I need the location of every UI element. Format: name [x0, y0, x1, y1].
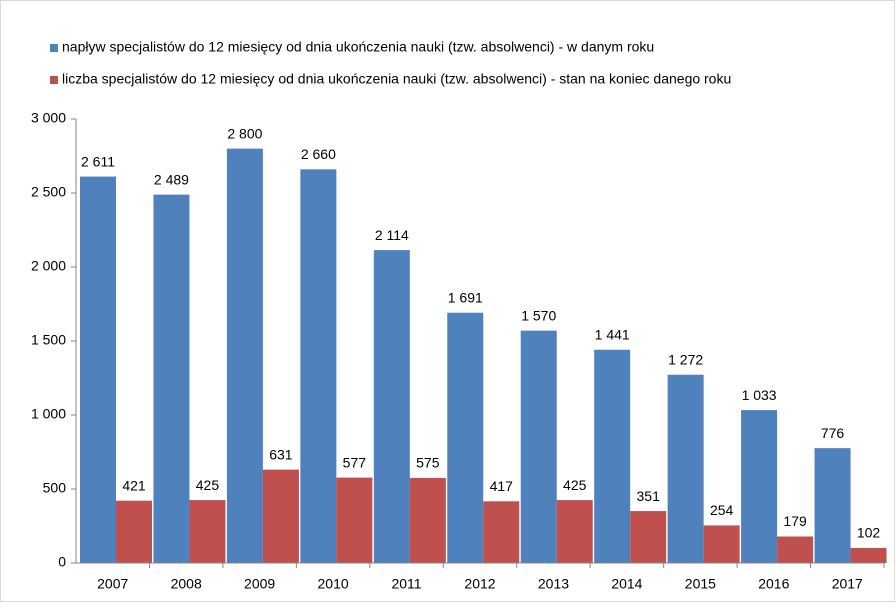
value-label: 1 691 — [448, 289, 483, 305]
bar — [777, 536, 814, 563]
x-tick-label: 2011 — [391, 576, 421, 592]
value-label: 1 441 — [595, 326, 630, 342]
y-tick-label: 500 — [43, 480, 67, 496]
value-label: 2 800 — [227, 125, 262, 141]
y-tick-label: 1 500 — [31, 332, 66, 348]
bar — [556, 500, 593, 563]
legend-swatch — [50, 76, 58, 84]
bar — [667, 374, 704, 563]
bar — [850, 547, 887, 563]
x-tick-label: 2015 — [685, 576, 716, 592]
y-tick-label: 0 — [58, 554, 66, 570]
legend-swatch — [50, 44, 58, 52]
y-tick-label: 2 500 — [31, 184, 66, 200]
x-tick-label: 2016 — [758, 576, 789, 592]
bar — [226, 148, 263, 563]
x-tick-label: 2013 — [538, 576, 569, 592]
x-tick-label: 2007 — [97, 576, 128, 592]
value-label: 425 — [563, 477, 587, 493]
bar — [189, 500, 226, 563]
value-label: 102 — [857, 525, 881, 541]
value-label: 776 — [821, 425, 845, 441]
value-label: 351 — [637, 488, 661, 504]
bar — [336, 477, 373, 563]
legend-label: liczba specjalistów do 12 miesięcy od dn… — [62, 71, 731, 87]
value-label: 2 489 — [154, 171, 189, 187]
x-tick-label: 2012 — [464, 576, 495, 592]
value-label: 575 — [416, 455, 440, 471]
x-tick-label: 2014 — [611, 576, 642, 592]
x-tick-label: 2008 — [171, 576, 202, 592]
bar — [409, 477, 446, 563]
value-label: 577 — [343, 454, 367, 470]
legend-label: napływ specjalistów do 12 miesięcy od dn… — [62, 39, 654, 55]
value-label: 2 611 — [81, 153, 115, 169]
bar — [814, 448, 851, 563]
bar — [300, 169, 337, 563]
x-tick-label: 2009 — [244, 576, 275, 592]
value-label: 1 272 — [668, 351, 703, 367]
value-label: 254 — [710, 502, 734, 518]
bar — [80, 176, 116, 563]
x-tick-label: 2010 — [318, 576, 349, 592]
y-tick-label: 1 000 — [31, 406, 66, 422]
bar — [594, 349, 631, 563]
bar — [447, 312, 484, 563]
value-label: 631 — [269, 446, 293, 462]
bar — [741, 410, 778, 563]
x-tick-label: 2017 — [832, 576, 863, 592]
y-tick-label: 2 000 — [31, 258, 66, 274]
value-label: 2 114 — [375, 227, 409, 243]
value-label: 421 — [122, 477, 146, 493]
value-label: 1 570 — [521, 307, 556, 323]
bar — [153, 194, 190, 564]
bar — [373, 250, 410, 564]
value-label: 2 660 — [301, 146, 336, 162]
bar — [703, 525, 740, 563]
value-label: 179 — [783, 513, 807, 529]
bar — [262, 469, 299, 563]
y-tick-label: 3 000 — [31, 110, 66, 126]
bar — [483, 501, 520, 563]
value-label: 1 033 — [742, 387, 777, 403]
bar — [116, 500, 152, 563]
bar — [630, 511, 667, 563]
value-label: 425 — [196, 477, 220, 493]
bar — [520, 330, 557, 563]
value-label: 417 — [490, 478, 514, 494]
